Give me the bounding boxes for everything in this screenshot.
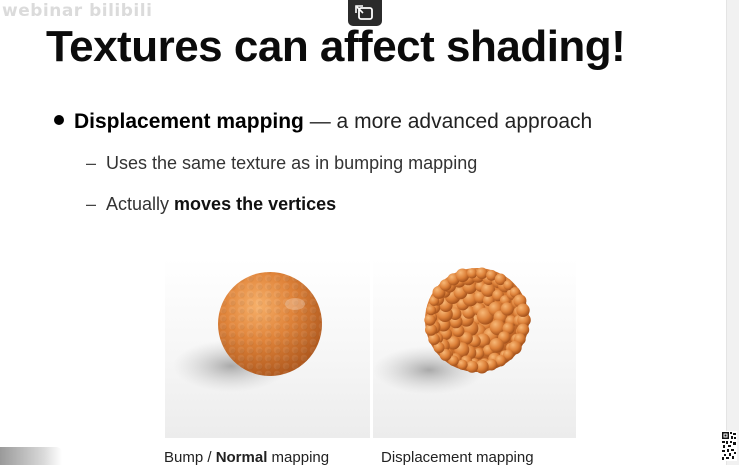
caption-bump-normal-mapping: Bump / Normal mapping: [164, 449, 329, 466]
caption-text: Bump /: [164, 449, 216, 466]
qr-code-icon[interactable]: [721, 431, 737, 461]
caption-text: mapping: [267, 449, 330, 466]
slide-title: Textures can affect shading!: [46, 22, 626, 71]
sub-dash: –: [86, 194, 97, 214]
sub-point-2: – Actually moves the vertices: [86, 194, 336, 215]
sub-text: Actually: [106, 194, 175, 214]
sub-dash: –: [86, 153, 97, 173]
displacement-mapping-image: [373, 258, 576, 438]
bullet-rest-text: — a more advanced approach: [303, 110, 593, 133]
restore-window-button[interactable]: [348, 0, 382, 26]
bump-mapping-image: [165, 258, 370, 438]
bullet-bold-text: Displacement mapping: [74, 110, 304, 133]
sub-text: Uses the same texture as in bumping mapp…: [106, 153, 478, 173]
caption-bold-text: Normal: [215, 449, 268, 466]
restore-window-icon: [355, 5, 373, 20]
watermark-logo: webinar bilibili: [2, 1, 153, 21]
side-scrollbar[interactable]: [726, 0, 739, 465]
sub-bold-text: moves the vertices: [174, 194, 337, 214]
bullet-dot-icon: [54, 115, 64, 126]
bullet-point: Displacement mapping — a more advanced a…: [54, 110, 592, 134]
caption-displacement-mapping: Displacement mapping: [381, 449, 534, 466]
webcam-thumbnail: [0, 447, 62, 465]
sub-point-1: – Uses the same texture as in bumping map…: [86, 153, 477, 174]
